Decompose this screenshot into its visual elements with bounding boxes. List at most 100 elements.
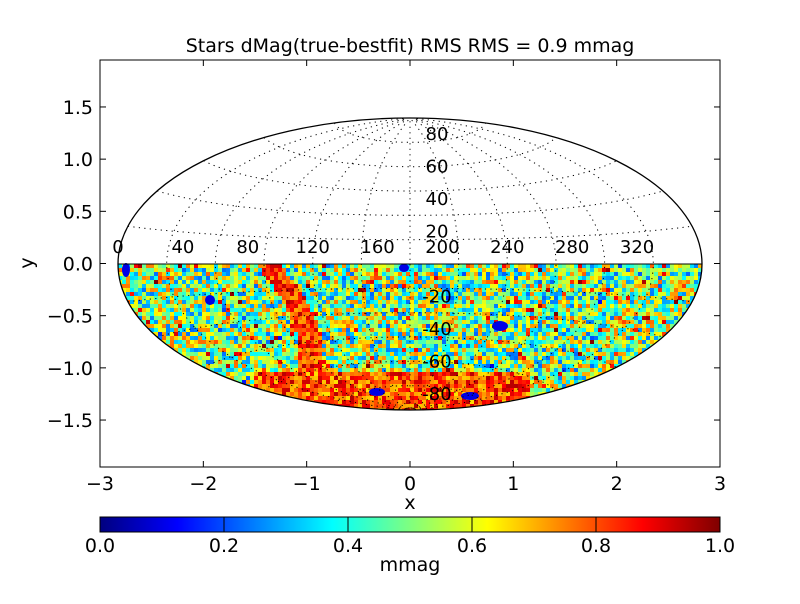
- heatmap-cell: [426, 348, 431, 353]
- heatmap-cell: [162, 268, 167, 273]
- heatmap-cell: [218, 364, 223, 369]
- heatmap-cell: [310, 344, 315, 349]
- heatmap-cell: [258, 296, 263, 301]
- heatmap-cell: [366, 336, 371, 341]
- heatmap-cell: [330, 276, 335, 281]
- heatmap-cell: [402, 340, 407, 345]
- heatmap-cell: [694, 280, 699, 285]
- heatmap-cell: [262, 356, 267, 361]
- heatmap-cell: [470, 320, 475, 325]
- heatmap-cell: [426, 312, 431, 317]
- heatmap-cell: [486, 288, 491, 293]
- heatmap-cell: [266, 276, 271, 281]
- heatmap-cell: [430, 364, 435, 369]
- heatmap-cell: [402, 344, 407, 349]
- colorbar-ticks: 0.0 0.2 0.4 0.6 0.8 1.0: [85, 517, 735, 557]
- heatmap-cell: [550, 308, 555, 313]
- heatmap-cell: [418, 392, 423, 397]
- heatmap-cell: [618, 344, 623, 349]
- heatmap-cell: [150, 320, 155, 325]
- heatmap-cell: [514, 276, 519, 281]
- heatmap-cell: [250, 268, 255, 273]
- heatmap-cell: [186, 332, 191, 337]
- heatmap-cell: [210, 328, 215, 333]
- heatmap-cell: [374, 352, 379, 357]
- heatmap-cell: [586, 344, 591, 349]
- heatmap-cell: [658, 276, 663, 281]
- heatmap-cell: [634, 344, 639, 349]
- heatmap-cell: [534, 276, 539, 281]
- heatmap-cell: [698, 264, 702, 269]
- heatmap-cell: [174, 292, 179, 297]
- heatmap-cell: [174, 312, 179, 317]
- heatmap-cell: [258, 336, 263, 341]
- heatmap-cell: [438, 280, 443, 285]
- heatmap-cell: [498, 300, 503, 305]
- heatmap-cell: [294, 336, 299, 341]
- heatmap-cell: [626, 288, 631, 293]
- heatmap-cell: [550, 264, 555, 269]
- heatmap-cell: [446, 300, 451, 305]
- heatmap-cell: [522, 332, 527, 337]
- heatmap-cell: [330, 320, 335, 325]
- heatmap-cell: [650, 324, 655, 329]
- heatmap-cell: [390, 372, 395, 377]
- heatmap-cell: [630, 308, 635, 313]
- heatmap-cell: [174, 336, 179, 341]
- heatmap-cell: [502, 312, 507, 317]
- heatmap-cell: [190, 316, 195, 321]
- heatmap-cell: [538, 264, 543, 269]
- heatmap-cell: [278, 336, 283, 341]
- heatmap-cell: [586, 324, 591, 329]
- heatmap-cell: [282, 380, 287, 385]
- heatmap-cell: [210, 356, 215, 361]
- heatmap-cell: [150, 276, 155, 281]
- heatmap-cell: [230, 296, 235, 301]
- heatmap-cell: [442, 360, 447, 365]
- heatmap-cell: [410, 384, 415, 389]
- heatmap-cell: [258, 364, 263, 369]
- heatmap-cell: [222, 288, 227, 293]
- heatmap-cell: [394, 312, 399, 317]
- heatmap-cell: [318, 272, 323, 277]
- heatmap-cell: [242, 292, 247, 297]
- heatmap-cell: [678, 284, 683, 289]
- heatmap-cell: [526, 388, 531, 393]
- heatmap-cell: [506, 324, 511, 329]
- heatmap-cell: [374, 372, 379, 377]
- heatmap-cell: [498, 304, 503, 309]
- heatmap-cell: [530, 384, 535, 389]
- heatmap-cell: [546, 320, 551, 325]
- longitude-label: 40: [171, 237, 194, 258]
- heatmap-cell: [338, 300, 343, 305]
- heatmap-cell: [146, 320, 151, 325]
- heatmap-cell: [426, 368, 431, 373]
- heatmap-cell: [514, 344, 519, 349]
- heatmap-cell: [522, 324, 527, 329]
- heatmap-cell: [530, 328, 535, 333]
- heatmap-cell: [334, 396, 339, 401]
- heatmap-cell: [394, 336, 399, 341]
- heatmap-cell: [358, 360, 363, 365]
- heatmap-cell: [282, 312, 287, 317]
- heatmap-cell: [566, 304, 571, 309]
- heatmap-cell: [350, 328, 355, 333]
- heatmap-cell: [262, 340, 267, 345]
- heatmap-cell: [602, 356, 607, 361]
- heatmap-cell: [162, 304, 167, 309]
- heatmap-cell: [210, 268, 215, 273]
- heatmap-cell: [450, 284, 455, 289]
- heatmap-cell: [206, 316, 211, 321]
- heatmap-cell: [306, 272, 311, 277]
- heatmap-cell: [574, 264, 579, 269]
- heatmap-cell: [502, 348, 507, 353]
- heatmap-cell: [666, 316, 671, 321]
- heatmap-cell: [370, 404, 375, 409]
- heatmap-cell: [654, 284, 659, 289]
- heatmap-cell: [302, 360, 307, 365]
- heatmap-cell: [382, 348, 387, 353]
- heatmap-cell: [186, 304, 191, 309]
- heatmap-cell: [246, 332, 251, 337]
- heatmap-cell: [574, 344, 579, 349]
- heatmap-cell: [406, 388, 411, 393]
